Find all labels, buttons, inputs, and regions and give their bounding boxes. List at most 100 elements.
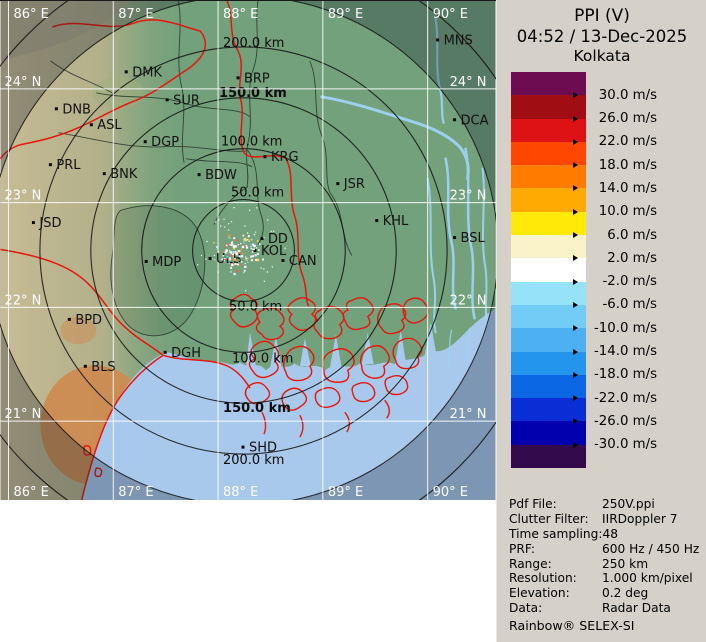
latlon-grid: 86° E 86° E 87° E 87° E 88° E 88° E 89° E 89° E… <box>0 1 496 500</box>
svg-text:PRL: PRL <box>56 158 81 173</box>
tick-label: 26.0 m/s <box>598 111 657 127</box>
svg-text:21° N: 21° N <box>450 407 487 422</box>
colorbar-band <box>511 211 586 236</box>
svg-text:24° N: 24° N <box>4 75 41 90</box>
software-branding: Rainbow® SELEX-SI <box>509 618 635 633</box>
metadata-label: PRF: <box>509 541 535 556</box>
svg-text:MDP: MDP <box>152 255 181 270</box>
svg-text:KHL: KHL <box>383 214 409 229</box>
colorbar-tick: 26.0 m/s <box>573 111 693 127</box>
svg-text:DGP: DGP <box>151 135 179 150</box>
colorbar-tick: -26.0 m/s <box>573 413 693 429</box>
tick-arrow-icon <box>573 92 578 99</box>
metadata-label: Pdf File: <box>509 497 557 512</box>
tick-arrow-icon <box>573 441 578 448</box>
svg-text:89° E: 89° E <box>328 7 363 22</box>
svg-text:88° E: 88° E <box>223 485 258 500</box>
colorbar-band <box>511 141 586 166</box>
metadata-value: Radar Data <box>602 600 671 615</box>
svg-text:JSR: JSR <box>343 177 365 192</box>
colorbar-band <box>511 165 586 189</box>
tick-arrow-icon <box>573 162 578 169</box>
sea <box>81 308 496 500</box>
colorbar-tick: -6.0 m/s <box>573 297 693 313</box>
tick-label: -14.0 m/s <box>594 344 657 360</box>
scan-metadata: Pdf File: 250V.ppi Clutter Filter: IIRDoppl… <box>497 497 706 615</box>
tick-arrow-icon <box>573 325 578 332</box>
colorbar-band <box>511 444 586 469</box>
metadata-row: Time sampling: 48 <box>497 527 706 542</box>
svg-text:88° E: 88° E <box>223 7 258 22</box>
metadata-row: Range: 250 km <box>497 556 706 571</box>
colorbar-tick: -22.0 m/s <box>573 390 693 406</box>
velocity-colorbar <box>511 72 586 469</box>
metadata-value: IIRDoppler 7 <box>602 512 678 527</box>
svg-text:CAN: CAN <box>289 254 317 269</box>
tick-label: 10.0 m/s <box>598 204 657 220</box>
tick-label: -18.0 m/s <box>594 367 657 383</box>
svg-text:21° N: 21° N <box>4 407 41 422</box>
metadata-value: 250 km <box>602 556 649 571</box>
rivers <box>320 17 489 370</box>
svg-text:SHD: SHD <box>249 441 277 456</box>
colorbar-tick: 30.0 m/s <box>573 87 693 103</box>
svg-text:BDW: BDW <box>205 168 237 183</box>
colorbar-band <box>511 351 586 375</box>
svg-text:86° E: 86° E <box>13 485 48 500</box>
svg-text:KOL: KOL <box>261 244 287 259</box>
metadata-label: Clutter Filter: <box>509 512 589 527</box>
tick-label: -10.0 m/s <box>594 320 657 336</box>
svg-text:22° N: 22° N <box>4 293 41 308</box>
metadata-value: 600 Hz / 450 Hz <box>602 541 700 556</box>
svg-text:150.0 km: 150.0 km <box>223 401 291 416</box>
tick-arrow-icon <box>573 185 578 192</box>
svg-text:ASL: ASL <box>97 118 122 133</box>
colorbar-band <box>511 235 586 259</box>
tick-label: -2.0 m/s <box>602 274 657 290</box>
metadata-row: Clutter Filter: IIRDoppler 7 <box>497 512 706 527</box>
svg-text:150.0 km: 150.0 km <box>219 86 287 101</box>
colorbar-tick: -14.0 m/s <box>573 344 693 360</box>
metadata-value: 1.000 km/pixel <box>602 571 693 586</box>
svg-text:50.0 km: 50.0 km <box>231 186 284 201</box>
metadata-label: Range: <box>509 556 552 571</box>
svg-text:DGH: DGH <box>171 346 201 361</box>
svg-text:KRG: KRG <box>271 150 299 165</box>
tick-label: 30.0 m/s <box>598 87 657 103</box>
metadata-row: Elevation: 0.2 deg <box>497 586 706 601</box>
colorbar-band <box>511 374 586 399</box>
svg-text:DCA: DCA <box>461 113 489 128</box>
svg-text:MNS: MNS <box>444 33 473 48</box>
tick-arrow-icon <box>573 278 578 285</box>
tick-label: 6.0 m/s <box>607 227 657 243</box>
state-borders <box>0 1 429 500</box>
colorbar-band <box>511 72 586 96</box>
svg-text:200.0 km: 200.0 km <box>223 453 284 468</box>
svg-text:DNB: DNB <box>62 102 91 117</box>
range-rings <box>0 1 496 500</box>
svg-text:87° E: 87° E <box>118 7 153 22</box>
svg-text:BSL: BSL <box>461 231 486 246</box>
tick-arrow-icon <box>573 418 578 425</box>
scan-datetime: 04:52 / 13-Dec-2025 <box>516 27 688 46</box>
tick-label: -26.0 m/s <box>594 413 657 429</box>
tick-label: -22.0 m/s <box>594 390 657 406</box>
sundarbans-contours <box>83 293 429 478</box>
station-markers: DMK BRP SUR DNB ASL DCA MNS DGP KRG PRL BNK BDW JSR J… <box>31 33 489 456</box>
metadata-value: 250V.ppi <box>602 497 655 512</box>
range-ring-labels: 200.0 km 150.0 km 100.0 km 50.0 km 50.0 km 10… <box>219 36 293 468</box>
tick-arrow-icon <box>573 208 578 215</box>
svg-text:BRP: BRP <box>244 71 270 86</box>
colorbar-tick: 6.0 m/s <box>573 227 693 243</box>
svg-text:SUR: SUR <box>173 93 200 108</box>
svg-text:50.0 km: 50.0 km <box>229 299 282 314</box>
tick-arrow-icon <box>573 301 578 308</box>
colorbar-tick: 2.0 m/s <box>573 250 693 266</box>
colorbar-tick: 22.0 m/s <box>573 134 693 150</box>
colorbar-tick: 18.0 m/s <box>573 157 693 173</box>
colorbar-band <box>511 118 586 142</box>
metadata-row: Resolution: 1.000 km/pixel <box>497 571 706 586</box>
svg-text:JSD: JSD <box>38 216 61 231</box>
radar-station-name: Kolkata <box>573 47 631 65</box>
colorbar-tick: -18.0 m/s <box>573 367 693 383</box>
